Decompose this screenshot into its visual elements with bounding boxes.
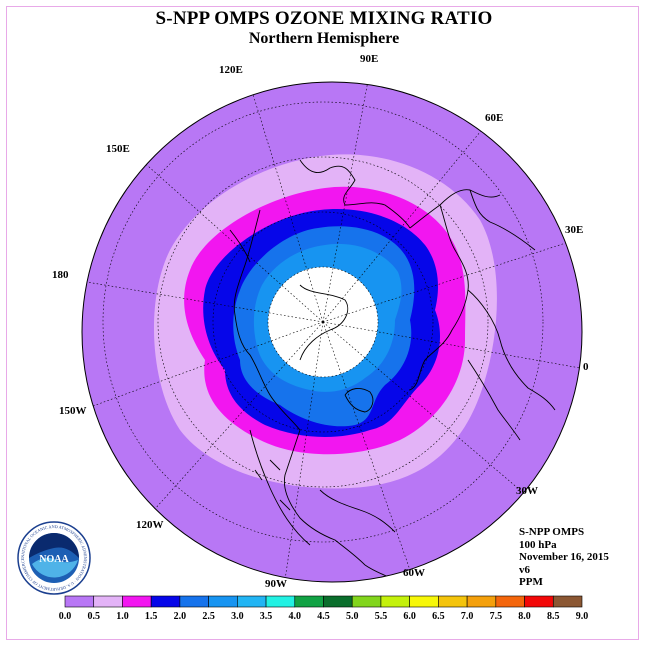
- colorbar-tick-label: 8.0: [518, 611, 531, 622]
- colorbar-swatch: [524, 595, 554, 608]
- colorbar-swatch: [294, 595, 324, 608]
- colorbar-tick-label: 0.5: [87, 611, 100, 622]
- info-version: v6: [519, 563, 530, 576]
- colorbar-swatch: [64, 595, 95, 608]
- coastlines: [229, 159, 556, 581]
- figure-frame: [6, 6, 639, 640]
- info-units: PPM: [519, 576, 543, 588]
- colorbar-swatch: [438, 595, 468, 608]
- colorbar-swatch: [380, 595, 410, 608]
- lon-label-150w: 150W: [59, 405, 87, 417]
- map-subtitle: Northern Hemisphere: [248, 30, 400, 47]
- lon-label-90e: 90E: [360, 53, 378, 65]
- lon-label-120e: 120E: [219, 64, 243, 76]
- lon-label-90w: 90W: [265, 578, 287, 590]
- colorbar-tick-label: 1.0: [116, 611, 129, 622]
- colorbar-tick-label: 2.0: [174, 611, 187, 622]
- ozone-contour-fields: [82, 82, 582, 582]
- info-instrument: S-NPP OMPS: [519, 526, 585, 538]
- colorbar-tick-label: 5.0: [346, 611, 359, 622]
- info-level: 100 hPa: [519, 538, 557, 551]
- noaa-logo: NOAA NATIONAL OCEANIC AND ATMOSPHERIC AD…: [17, 521, 91, 595]
- colorbar-tick-label: 7.0: [461, 611, 474, 622]
- colorbar-swatch: [323, 595, 353, 608]
- colorbar-tick-label: 3.0: [231, 611, 244, 622]
- lon-label-60w: 60W: [403, 567, 425, 579]
- map-boundary: [81, 81, 583, 583]
- colorbar: 0.0 0.5 1.0 1.5 2.0 2.5 3.0 3.5 4.0 4.5 5.0 5.5 6.0 6…: [59, 595, 589, 622]
- lon-label-60e: 60E: [485, 112, 503, 124]
- noaa-logo-text: NOAA: [39, 554, 69, 565]
- colorbar-tick-label: 6.0: [403, 611, 416, 622]
- colorbar-tick-label: 1.5: [145, 611, 158, 622]
- colorbar-swatch: [150, 595, 181, 608]
- colorbar-swatch: [93, 595, 123, 608]
- colorbar-tick-label: 3.5: [260, 611, 273, 622]
- lon-label-120w: 120W: [136, 519, 164, 531]
- lon-label-0: 0: [583, 361, 589, 373]
- colorbar-swatch: [351, 595, 382, 608]
- lon-label-180: 180: [52, 269, 69, 281]
- info-date: November 16, 2015: [519, 551, 609, 563]
- lon-label-30w: 30W: [516, 485, 538, 497]
- colorbar-swatch: [208, 595, 238, 608]
- colorbar-tick-label: 5.5: [375, 611, 388, 622]
- colorbar-swatch: [237, 595, 267, 608]
- colorbar-tick-label: 8.5: [547, 611, 560, 622]
- colorbar-swatch: [552, 595, 583, 608]
- colorbar-tick-label: 4.0: [289, 611, 302, 622]
- colorbar-tick-label: 0.0: [59, 611, 72, 622]
- colorbar-tick-label: 2.5: [202, 611, 215, 622]
- metadata-block: S-NPP OMPS 100 hPa November 16, 2015 v6 …: [519, 526, 609, 589]
- map-title: S-NPP OMPS OZONE MIXING RATIO: [155, 8, 493, 29]
- colorbar-tick-label: 4.5: [317, 611, 330, 622]
- lon-label-150e: 150E: [106, 143, 130, 155]
- colorbar-swatch: [466, 595, 497, 608]
- lon-label-30e: 30E: [565, 224, 583, 236]
- colorbar-swatch: [265, 595, 296, 608]
- colorbar-tick-label: 9.0: [576, 611, 589, 622]
- longitude-labels: 90E 60E 30E 0 30W 60W 90W 120W 150W 180 …: [52, 53, 589, 590]
- colorbar-tick-label: 6.5: [432, 611, 445, 622]
- colorbar-tick-label: 7.5: [490, 611, 503, 622]
- graticule: [82, 82, 581, 581]
- colorbar-swatch: [179, 595, 209, 608]
- colorbar-swatch: [495, 595, 525, 608]
- colorbar-swatch: [409, 595, 439, 608]
- colorbar-swatch: [122, 595, 152, 608]
